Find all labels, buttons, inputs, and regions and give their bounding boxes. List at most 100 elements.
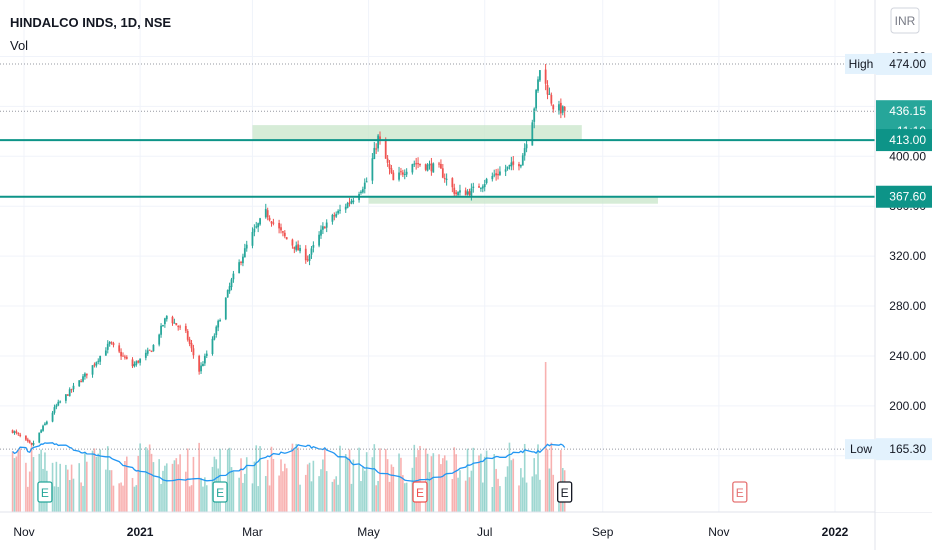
candle-body — [468, 191, 471, 196]
candle-body — [304, 248, 307, 261]
price-tag-value: 367.60 — [889, 190, 926, 204]
time-axis[interactable]: Nov 2021 Mar May Jul Sep Nov 2022 — [0, 511, 932, 539]
candle-body — [219, 320, 221, 322]
candle-body — [152, 344, 155, 352]
candle-body — [171, 316, 174, 324]
volume-bar — [548, 468, 551, 512]
volume-bar — [295, 443, 298, 512]
volume-bar — [322, 459, 324, 512]
price-tag — [876, 438, 932, 461]
price-tag — [876, 185, 932, 208]
candle-body — [392, 172, 395, 181]
candle-body — [310, 248, 313, 255]
last-price-value: 436.15 — [889, 104, 926, 118]
candle-body — [211, 338, 214, 355]
candle-body — [137, 360, 140, 363]
currency-button[interactable] — [890, 7, 920, 34]
volume-bar — [65, 464, 67, 512]
volume-bar — [466, 448, 469, 512]
volume-bar — [451, 479, 454, 512]
volume-bar — [255, 445, 258, 512]
candle-body — [320, 229, 322, 236]
volume-ma-line — [12, 442, 566, 482]
support-resistance-zones — [252, 125, 658, 204]
volume-bar — [299, 484, 301, 512]
volume-bar — [405, 482, 408, 512]
volume-bar — [470, 470, 473, 512]
candle-body — [91, 365, 94, 375]
volume-bar — [331, 481, 334, 512]
candle-body — [295, 245, 298, 251]
volume-bar — [146, 450, 149, 512]
volume-bar — [80, 482, 82, 512]
candle-body — [466, 191, 469, 195]
candle-body — [481, 186, 484, 189]
candle-body — [179, 326, 182, 328]
candle-body — [163, 318, 166, 325]
candle-body — [459, 190, 461, 193]
volume-bar — [352, 459, 355, 512]
volume-bar — [318, 476, 320, 512]
candle-body — [125, 356, 128, 359]
volume-bar — [428, 472, 431, 512]
price-axis[interactable]: 480.00440.00400.00360.00320.00280.00240.… — [874, 0, 932, 550]
earnings-marker-label: E — [561, 486, 569, 500]
candle-body — [417, 163, 419, 165]
volume-bar — [535, 474, 537, 512]
candle-body — [264, 208, 267, 218]
candle-body — [80, 381, 83, 383]
volume-bar — [426, 453, 429, 512]
candle-body — [175, 323, 178, 326]
candle-body — [521, 155, 524, 166]
candle-body — [186, 330, 189, 340]
candle-body — [85, 373, 88, 376]
candle-body — [299, 247, 301, 252]
volume-bar — [291, 443, 294, 512]
volume-bar — [72, 478, 75, 512]
candle-body — [282, 231, 284, 233]
volume-bar — [504, 476, 507, 512]
volume-bar — [57, 486, 60, 512]
candle-body — [430, 163, 433, 172]
candle-body — [483, 183, 486, 188]
candle-body — [491, 175, 494, 180]
volume-bar — [552, 474, 555, 512]
volume-bar — [145, 447, 147, 512]
candle-body — [464, 190, 467, 196]
volume-bar — [13, 458, 16, 512]
volume-bar — [17, 450, 20, 512]
candle-body — [293, 246, 296, 250]
candle-body — [561, 106, 564, 113]
volume-bar — [362, 466, 364, 512]
volume-bar — [390, 464, 393, 512]
candle-body — [508, 164, 511, 167]
candle-body — [453, 187, 456, 194]
candle-body — [64, 394, 67, 401]
candle-body — [95, 362, 98, 366]
candle-body — [97, 360, 100, 362]
volume-bar — [358, 447, 360, 512]
volume-bar — [251, 483, 254, 512]
volume-bar — [518, 485, 520, 512]
candle-body — [240, 261, 242, 263]
horizontal-levels[interactable] — [0, 139, 875, 198]
candlesticks — [11, 63, 566, 447]
price-axis-tick-label: 400.00 — [889, 149, 926, 163]
candle-body — [139, 358, 142, 363]
volume-bar — [537, 444, 539, 512]
candle-body — [44, 423, 46, 426]
volume-bar — [244, 473, 246, 512]
volume-bar — [165, 463, 168, 512]
volume-bar — [512, 458, 515, 512]
earnings-marker — [37, 481, 53, 503]
candle-body — [339, 209, 341, 211]
candle-body — [365, 181, 368, 183]
volume-bar — [219, 448, 221, 512]
volume-bar — [306, 464, 309, 512]
volume-bar — [270, 446, 273, 512]
volume-bar — [373, 444, 376, 512]
volume-bar — [179, 454, 181, 512]
candle-body — [350, 200, 353, 204]
